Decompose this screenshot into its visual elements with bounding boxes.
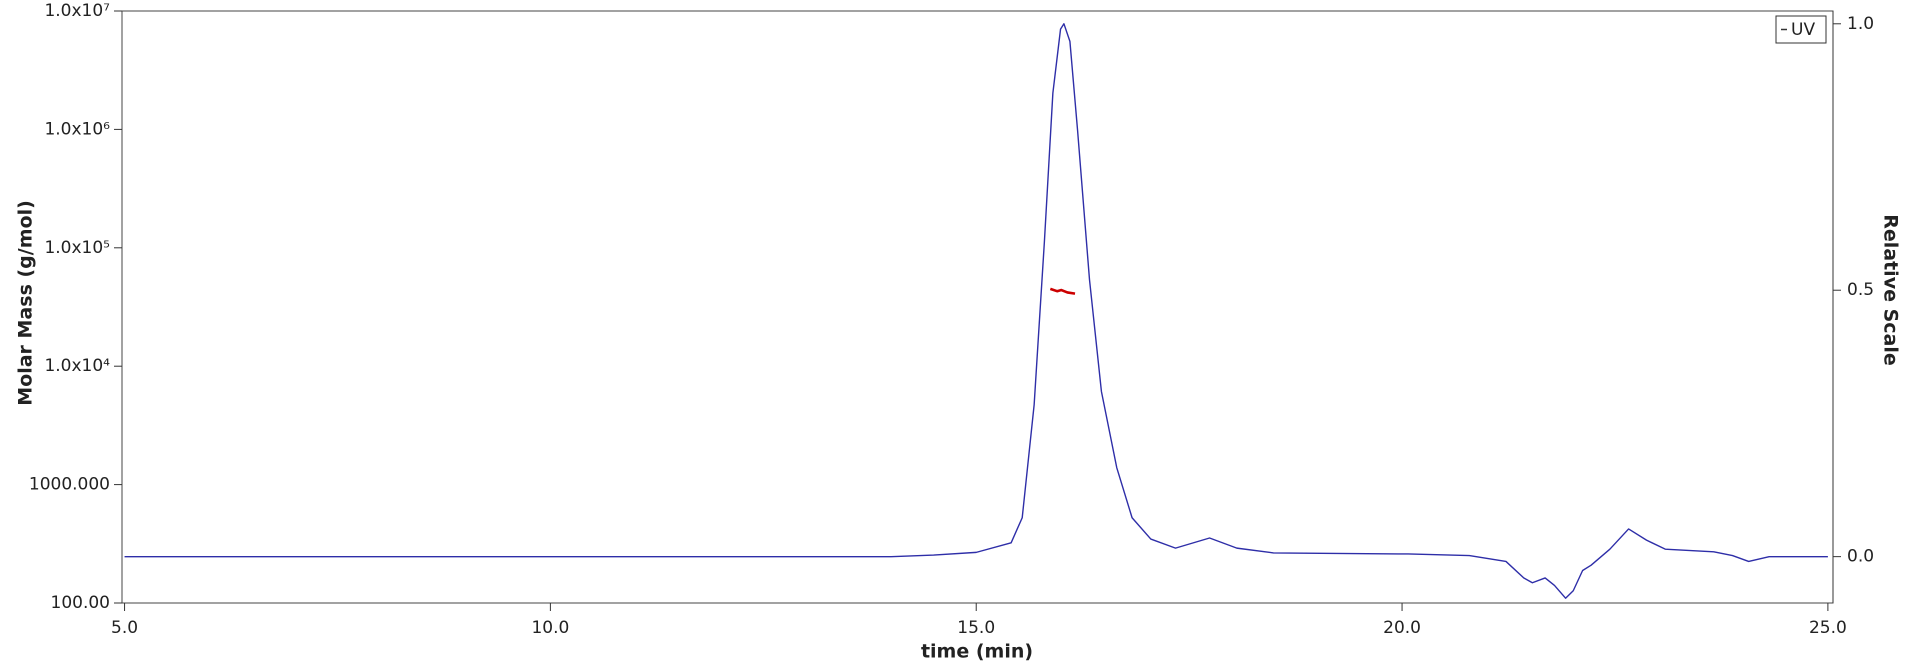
y-tick-label: 1.0x10⁷: [44, 1, 110, 21]
y-tick-label: 100.00: [51, 593, 110, 613]
y2-tick-label: 1.0: [1847, 14, 1874, 34]
series-line: [124, 23, 1828, 599]
y-tick-label: 1.0x10⁵: [44, 238, 110, 258]
series-line: [1049, 287, 1076, 295]
y2-tick-label: 0.0: [1847, 547, 1874, 567]
x-tick-label: 10.0: [531, 618, 569, 638]
x-tick-label: 15.0: [957, 618, 995, 638]
y-tick-label: 1.0x10⁶: [44, 119, 110, 139]
x-axis-title: time (min): [921, 641, 1033, 663]
y-axis-title: Molar Mass (g/mol): [15, 200, 37, 406]
legend-label: UV: [1791, 20, 1815, 40]
y-tick-label: 1.0x10⁴: [44, 356, 110, 376]
x-tick-label: 5.0: [111, 618, 138, 638]
x-tick-label: 25.0: [1809, 618, 1847, 638]
plot-frame: [121, 10, 1834, 604]
y2-tick-label: 0.5: [1847, 280, 1874, 300]
x-tick-label: 20.0: [1383, 618, 1421, 638]
y2-axis-title: Relative Scale: [1880, 214, 1902, 366]
y-tick-label: 1000.000: [29, 475, 110, 495]
